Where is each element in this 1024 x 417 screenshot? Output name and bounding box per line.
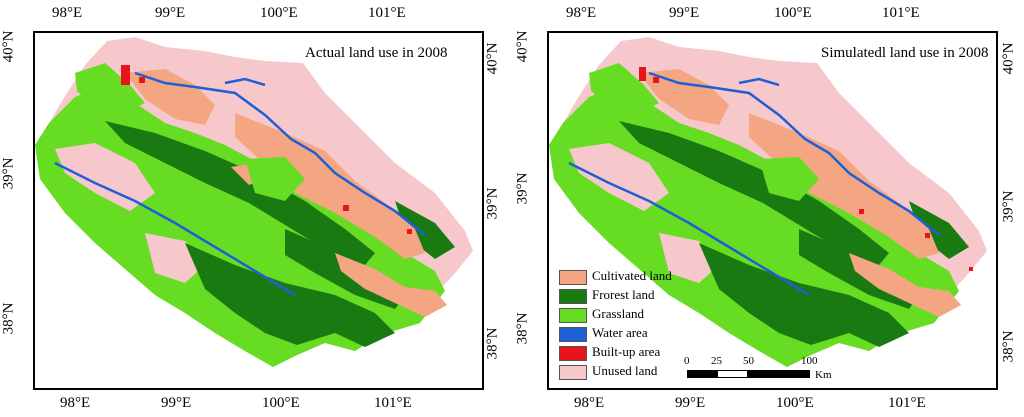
left-right-lat-tick-40: 40°N xyxy=(484,42,501,75)
right-right-lat-tick-39: 39°N xyxy=(1000,190,1017,223)
right-land-use-map xyxy=(549,37,987,367)
legend-label-unused: Unused land xyxy=(592,363,658,378)
right-builtup-1 xyxy=(639,67,646,81)
left-region-cultivated-3 xyxy=(335,253,447,317)
left-water-river-1 xyxy=(134,71,426,236)
right-right-lat-tick-38: 38°N xyxy=(1000,330,1017,363)
left-region-unused-patch-2 xyxy=(145,233,205,283)
left-region-forest-4 xyxy=(395,201,455,259)
left-top-tick-100: 100°E xyxy=(260,5,298,21)
right-region-grassland xyxy=(549,85,959,367)
left-map-frame: Actual land use in 2008 xyxy=(33,31,484,390)
right-top-tick-100: 100°E xyxy=(774,5,812,21)
right-region-unused-patch-2 xyxy=(659,233,719,283)
left-bottom-tick-99: 99°E xyxy=(161,395,192,411)
scale-seg-2 xyxy=(717,370,748,378)
right-map-panel: 98°E 99°E 100°E 101°E Simula xyxy=(512,0,1024,417)
scale-unit: Km xyxy=(815,369,832,381)
right-builtup-4 xyxy=(925,233,930,238)
right-bottom-tick-98: 98°E xyxy=(574,395,605,411)
left-top-tick-98: 98°E xyxy=(52,5,83,21)
right-water-river-3 xyxy=(738,77,780,87)
left-land-use-map xyxy=(35,37,473,367)
legend-label-forest: Frorest land xyxy=(592,287,655,302)
left-map-title: Actual land use in 2008 xyxy=(305,45,448,61)
right-builtup-2 xyxy=(653,77,659,83)
left-bottom-tick-100: 100°E xyxy=(262,395,300,411)
left-builtup-4 xyxy=(407,229,412,234)
scale-bar: 0 25 50 100 Km xyxy=(684,355,847,385)
left-lat-tick-38: 38°N xyxy=(0,302,17,335)
right-top-tick-98: 98°E xyxy=(566,5,597,21)
left-builtup-3 xyxy=(343,205,349,211)
scale-seg-3 xyxy=(747,370,810,378)
left-builtup-1 xyxy=(121,65,130,85)
right-map-title: Simulatedl land use in 2008 xyxy=(821,45,989,61)
left-bottom-tick-101: 101°E xyxy=(374,395,412,411)
right-region-grassland-north xyxy=(589,63,659,113)
left-region-grassland xyxy=(35,85,445,367)
scale-label-25: 25 xyxy=(711,355,722,367)
legend-swatch-water xyxy=(559,327,587,342)
scale-seg-1 xyxy=(687,370,718,378)
right-right-lat-tick-40: 40°N xyxy=(1000,42,1017,75)
right-top-tick-99: 99°E xyxy=(669,5,700,21)
legend: Cultivated land Frorest land Grassland W… xyxy=(559,268,699,387)
right-map-frame: Simulatedl land use in 2008 Cultivated l… xyxy=(547,31,998,390)
legend-swatch-grassland xyxy=(559,308,587,323)
right-water-river-2 xyxy=(568,161,810,297)
left-top-tick-101: 101°E xyxy=(368,5,406,21)
scale-label-100: 100 xyxy=(801,355,818,367)
left-region-grassland-central xyxy=(245,157,305,201)
left-top-tick-99: 99°E xyxy=(155,5,186,21)
right-bottom-tick-99: 99°E xyxy=(675,395,706,411)
legend-label-grassland: Grassland xyxy=(592,306,644,321)
right-bottom-tick-100: 100°E xyxy=(776,395,814,411)
left-region-unused-patch-1 xyxy=(55,143,155,211)
left-region-cultivated-2 xyxy=(235,113,425,259)
right-region-cultivated-2 xyxy=(749,113,939,259)
right-region-forest-4 xyxy=(909,201,969,259)
left-right-lat-tick-38: 38°N xyxy=(484,327,501,360)
scale-bar-graphic xyxy=(687,370,810,378)
right-region-cultivated-3 xyxy=(849,253,961,317)
scale-label-0: 0 xyxy=(684,355,690,367)
left-builtup-2 xyxy=(139,77,145,83)
legend-label-water: Water area xyxy=(592,325,648,340)
legend-label-cultivated: Cultivated land xyxy=(592,268,672,283)
right-region-unused-patch-1 xyxy=(569,143,669,211)
right-region-cultivated-1 xyxy=(639,69,729,125)
right-top-tick-101: 101°E xyxy=(882,5,920,21)
left-map-panel: 98°E 99°E 100°E 101°E xyxy=(0,5,501,411)
left-lat-tick-40: 40°N xyxy=(0,30,17,63)
scale-label-50: 50 xyxy=(743,355,754,367)
legend-swatch-unused xyxy=(559,365,587,380)
legend-swatch-builtup xyxy=(559,346,587,361)
right-lat-tick-40: 40°N xyxy=(514,30,531,63)
legend-label-builtup: Built-up area xyxy=(592,344,661,359)
right-builtup-3 xyxy=(859,209,864,214)
right-region-grassland-central xyxy=(759,157,819,201)
right-region-forest-2 xyxy=(699,243,909,347)
legend-swatch-forest xyxy=(559,289,587,304)
left-water-river-2 xyxy=(54,161,296,297)
left-lat-tick-39: 39°N xyxy=(0,157,17,190)
right-lat-tick-39: 39°N xyxy=(514,172,531,205)
left-right-lat-tick-39: 39°N xyxy=(484,187,501,220)
left-region-grassland-north xyxy=(75,63,145,113)
right-region-forest-1 xyxy=(619,121,889,265)
right-water-river-1 xyxy=(648,71,940,236)
right-lat-tick-38: 38°N xyxy=(514,312,531,345)
left-region-forest-1 xyxy=(105,121,375,265)
left-bottom-tick-98: 98°E xyxy=(60,395,91,411)
left-region-forest-2 xyxy=(185,243,395,347)
right-bottom-tick-101: 101°E xyxy=(888,395,926,411)
right-builtup-5 xyxy=(969,267,973,271)
left-water-river-3 xyxy=(224,77,266,87)
left-region-cultivated-1 xyxy=(125,69,215,125)
legend-swatch-cultivated xyxy=(559,270,587,285)
